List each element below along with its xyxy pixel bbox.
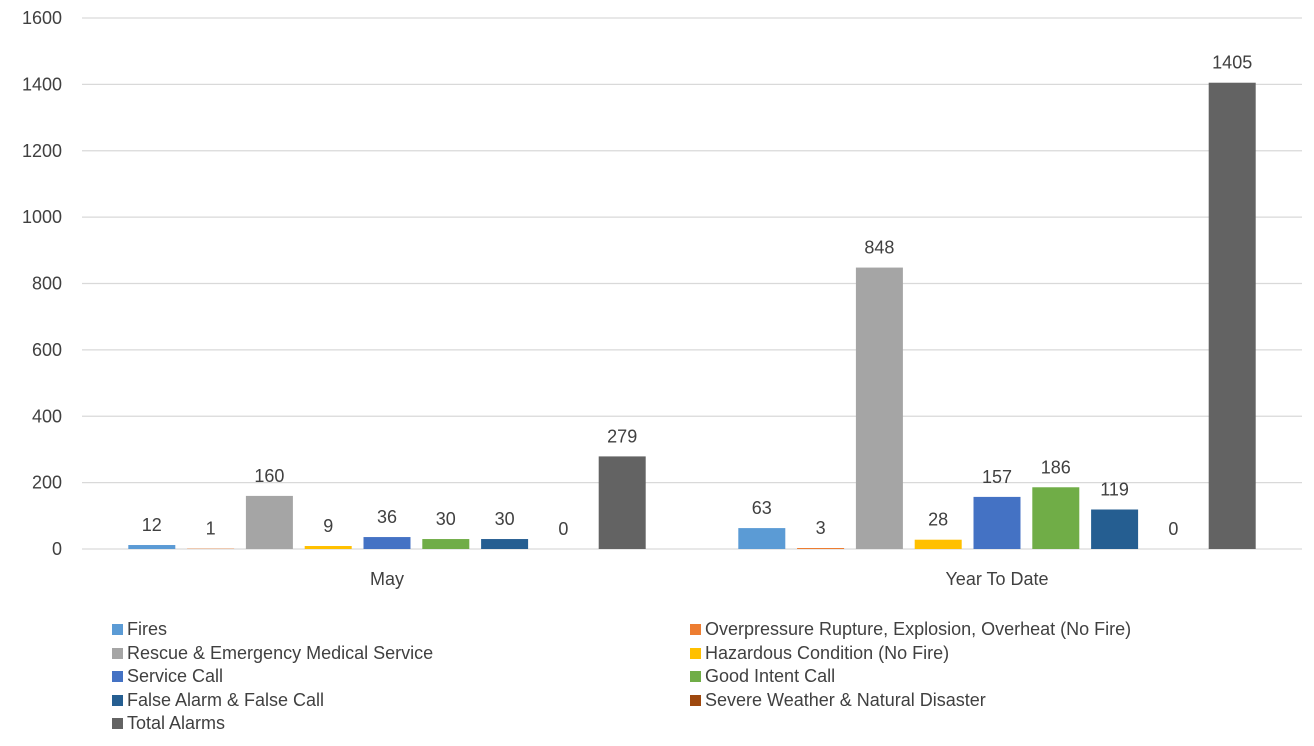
y-tick-label: 200 <box>32 473 62 493</box>
bar <box>1032 487 1080 549</box>
legend-label: Severe Weather & Natural Disaster <box>705 689 986 710</box>
y-tick-label: 400 <box>32 406 62 426</box>
legend-item: Good Intent Call <box>690 665 1290 689</box>
legend-label: Total Alarms <box>127 713 226 734</box>
legend-item: Total Alarms <box>112 712 690 736</box>
bar <box>1091 509 1139 549</box>
data-label: 1 <box>206 519 216 539</box>
bar <box>914 539 962 549</box>
bar <box>481 539 529 549</box>
bar <box>598 456 646 549</box>
bar <box>245 495 293 549</box>
data-label: 30 <box>436 509 456 529</box>
y-tick-label: 800 <box>32 274 62 294</box>
y-tick-label: 1000 <box>22 207 62 227</box>
legend-swatch <box>690 671 701 683</box>
bar <box>363 537 411 549</box>
y-tick-label: 600 <box>32 340 62 360</box>
legend-swatch <box>112 647 123 659</box>
legend-label: False Alarm & False Call <box>127 689 325 710</box>
legend-swatch <box>690 694 701 706</box>
data-label: 12 <box>142 515 162 535</box>
legend: Fires Overpressure Rupture, Explosion, Ov… <box>112 618 1302 736</box>
legend-item: Service Call <box>112 665 690 689</box>
data-label: 9 <box>323 516 333 536</box>
x-category-label: May <box>370 569 404 589</box>
y-tick-label: 1600 <box>22 8 62 28</box>
data-label: 0 <box>1168 519 1178 539</box>
legend-item: Severe Weather & Natural Disaster <box>690 689 1290 713</box>
gridlines <box>82 17 1302 550</box>
legend-swatch <box>112 671 123 683</box>
bar <box>797 548 845 549</box>
legend-item: Fires <box>112 618 690 642</box>
legend-swatch <box>690 624 701 636</box>
legend-swatch <box>112 694 123 706</box>
data-label: 63 <box>752 498 772 518</box>
legend-item: False Alarm & False Call <box>112 689 690 713</box>
legend-label: Hazardous Condition (No Fire) <box>705 642 950 663</box>
data-label: 36 <box>377 507 397 527</box>
y-axis-ticks: 0 200 400 600 800 1000 1200 1400 1600 <box>22 8 62 559</box>
data-label: 160 <box>254 466 284 486</box>
bar <box>973 496 1021 549</box>
data-label: 279 <box>607 426 637 446</box>
legend-item: Rescue & Emergency Medical Service <box>112 642 690 666</box>
legend-swatch <box>112 624 123 636</box>
data-label: 1405 <box>1212 53 1252 73</box>
legend-label: Service Call <box>127 666 224 687</box>
x-category-label: Year To Date <box>945 569 1048 589</box>
bar <box>128 545 176 549</box>
data-label: 30 <box>495 509 515 529</box>
bar <box>422 539 470 549</box>
data-labels: 12 1 160 9 36 30 30 0 279 63 3 848 28 157 186 119 0 1405 <box>142 53 1252 539</box>
bar <box>738 528 786 549</box>
legend-item: Overpressure Rupture, Explosion, Overhea… <box>690 618 1290 642</box>
data-label: 186 <box>1041 457 1071 477</box>
bars <box>128 82 1256 549</box>
legend-label: Fires <box>127 619 167 640</box>
y-tick-label: 0 <box>52 539 62 559</box>
legend-label: Overpressure Rupture, Explosion, Overhea… <box>705 619 1132 640</box>
data-label: 28 <box>928 510 948 530</box>
legend-item: Hazardous Condition (No Fire) <box>690 642 1290 666</box>
bar <box>855 267 903 549</box>
legend-swatch <box>112 718 123 730</box>
data-label: 157 <box>982 467 1012 487</box>
data-label: 3 <box>816 518 826 538</box>
y-tick-label: 1200 <box>22 141 62 161</box>
x-axis-categories: May Year To Date <box>370 569 1049 589</box>
data-label: 848 <box>864 238 894 258</box>
data-label: 0 <box>558 519 568 539</box>
y-tick-label: 1400 <box>22 74 62 94</box>
bar <box>1208 82 1256 549</box>
legend-label: Rescue & Emergency Medical Service <box>127 642 434 663</box>
data-label: 119 <box>1100 480 1129 500</box>
bar <box>304 546 352 549</box>
legend-swatch <box>690 647 701 659</box>
legend-label: Good Intent Call <box>705 666 836 687</box>
